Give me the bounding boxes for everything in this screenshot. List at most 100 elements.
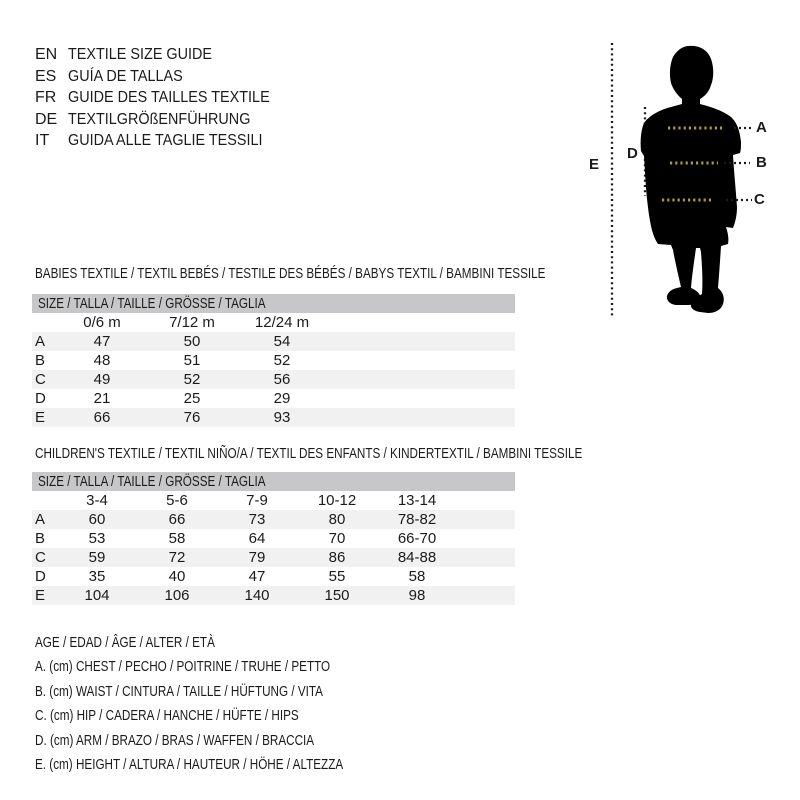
row-label: C [35, 549, 46, 566]
column-header: 0/6 m [83, 314, 121, 331]
section-title-text: CHILDREN'S TEXTILE / TEXTIL NIÑO/A / TEX… [35, 445, 583, 462]
table-cell: 66-70 [397, 530, 437, 547]
measure-label-c: C [754, 191, 765, 208]
table-header-bar: SIZE / TALLA / TAILLE / GRÖSSE / TAGLIA [32, 294, 515, 313]
table-cell: 140 [244, 587, 270, 604]
row-label: A [35, 333, 46, 350]
table-cell: 51 [183, 352, 201, 369]
row-label: C [35, 371, 46, 388]
table-row: C 49 52 56 [32, 370, 515, 389]
legend-text: D. (cm) ARM / BRAZO / BRAS / WAFFEN / BR… [35, 731, 315, 749]
table-cell: 80 [328, 511, 346, 528]
table-cell: 58 [168, 530, 186, 547]
table-cell: 70 [328, 530, 346, 547]
table-cell: 78-82 [397, 511, 437, 528]
column-header: 3-4 [86, 492, 108, 509]
list-item: IT GUIDA ALLE TAGLIE TESSILI [35, 130, 292, 152]
table-cell: 60 [88, 511, 106, 528]
measure-label-e: E [589, 156, 600, 173]
column-header: 12/24 m [254, 314, 310, 331]
language-code: IT [35, 132, 50, 149]
table-cell: 66 [93, 409, 111, 426]
row-label: E [35, 409, 46, 426]
table-cell: 21 [93, 390, 111, 407]
table-cell: 98 [408, 587, 426, 604]
table-row: D 35 40 47 55 58 [32, 567, 515, 586]
row-label: D [35, 390, 46, 407]
children-section-title: CHILDREN'S TEXTILE / TEXTIL NIÑO/A / TEX… [35, 446, 737, 462]
row-label: B [35, 352, 46, 369]
table-row: B 48 51 52 [32, 351, 515, 370]
measurement-legend: AGE / EDAD / ÂGE / ALTER / ETÀ A. (cm) C… [35, 631, 430, 777]
legend-text: B. (cm) WAIST / CINTURA / TAILLE / HÜFTU… [35, 682, 323, 700]
column-header: 13-14 [397, 492, 437, 509]
babies-size-table: SIZE / TALLA / TAILLE / GRÖSSE / TAGLIA … [32, 294, 515, 427]
child-silhouette-diagram [610, 43, 752, 318]
column-header-row: 3-4 5-6 7-9 10-12 13-14 [32, 491, 515, 510]
legend-text: A. (cm) CHEST / PECHO / POITRINE / TRUHE… [35, 658, 331, 676]
measure-label-b: B [756, 154, 767, 171]
legend-line: AGE / EDAD / ÂGE / ALTER / ETÀ [35, 631, 430, 655]
table-row: A 60 66 73 80 78-82 [32, 510, 515, 529]
table-cell: 40 [168, 568, 186, 585]
table-cell: 52 [183, 371, 201, 388]
table-cell: 50 [183, 333, 201, 350]
table-cell: 106 [164, 587, 190, 604]
column-header: 10-12 [317, 492, 357, 509]
row-label: D [35, 568, 46, 585]
table-cell: 93 [273, 409, 291, 426]
language-title: GUIDE DES TAILLES TEXTILE [68, 89, 270, 106]
table-cell: 49 [93, 371, 111, 388]
row-label: B [35, 530, 46, 547]
table-header-text: SIZE / TALLA / TAILLE / GRÖSSE / TAGLIA [38, 473, 266, 490]
table-cell: 25 [183, 390, 201, 407]
legend-text: C. (cm) HIP / CADERA / HANCHE / HÜFTE / … [35, 707, 299, 725]
table-cell: 76 [183, 409, 201, 426]
table-cell: 52 [273, 352, 291, 369]
table-cell: 150 [324, 587, 350, 604]
language-title: TEXTILE SIZE GUIDE [68, 46, 213, 63]
table-cell: 58 [408, 568, 426, 585]
table-row: D 21 25 29 [32, 389, 515, 408]
list-item: EN TEXTILE SIZE GUIDE [35, 44, 292, 66]
babies-section-title: BABIES TEXTILE / TEXTIL BEBÉS / TESTILE … [35, 266, 689, 282]
row-label: A [35, 511, 46, 528]
table-row: B 53 58 64 70 66-70 [32, 529, 515, 548]
table-cell: 47 [248, 568, 266, 585]
language-title: GUÍA DE TALLAS [68, 67, 183, 85]
column-header: 7-9 [246, 492, 268, 509]
language-list: EN TEXTILE SIZE GUIDE ES GUÍA DE TALLAS … [35, 44, 292, 152]
measure-label-d: D [627, 145, 638, 162]
legend-line: A. (cm) CHEST / PECHO / POITRINE / TRUHE… [35, 655, 430, 679]
table-cell: 104 [84, 587, 110, 604]
language-code: FR [35, 89, 57, 106]
table-cell: 86 [328, 549, 346, 566]
child-silhouette [640, 45, 741, 314]
table-cell: 72 [168, 549, 186, 566]
column-header: 5-6 [166, 492, 188, 509]
table-cell: 56 [273, 371, 291, 388]
legend-line: E. (cm) HEIGHT / ALTURA / HAUTEUR / HÖHE… [35, 753, 430, 777]
legend-text: AGE / EDAD / ÂGE / ALTER / ETÀ [35, 634, 215, 651]
table-row: E 66 76 93 [32, 408, 515, 427]
table-cell: 59 [88, 549, 106, 566]
list-item: DE TEXTILGRÖßENFÜHRUNG [35, 109, 292, 131]
column-header: 7/12 m [169, 314, 215, 331]
section-title-text: BABIES TEXTILE / TEXTIL BEBÉS / TESTILE … [35, 265, 546, 282]
table-cell: 55 [328, 568, 346, 585]
table-row: A 47 50 54 [32, 332, 515, 351]
table-row: C 59 72 79 86 84-88 [32, 548, 515, 567]
language-code: DE [35, 110, 58, 128]
table-cell: 35 [88, 568, 106, 585]
legend-text: E. (cm) HEIGHT / ALTURA / HAUTEUR / HÖHE… [35, 755, 344, 773]
table-cell: 73 [248, 511, 266, 528]
measure-label-a: A [756, 119, 767, 136]
table-cell: 54 [273, 333, 291, 350]
table-cell: 84-88 [397, 549, 437, 566]
table-header-bar: SIZE / TALLA / TAILLE / GRÖSSE / TAGLIA [32, 472, 515, 491]
table-cell: 79 [248, 549, 266, 566]
row-label: E [35, 587, 46, 604]
table-cell: 64 [248, 530, 266, 547]
column-header-row: 0/6 m 7/12 m 12/24 m [32, 313, 515, 332]
